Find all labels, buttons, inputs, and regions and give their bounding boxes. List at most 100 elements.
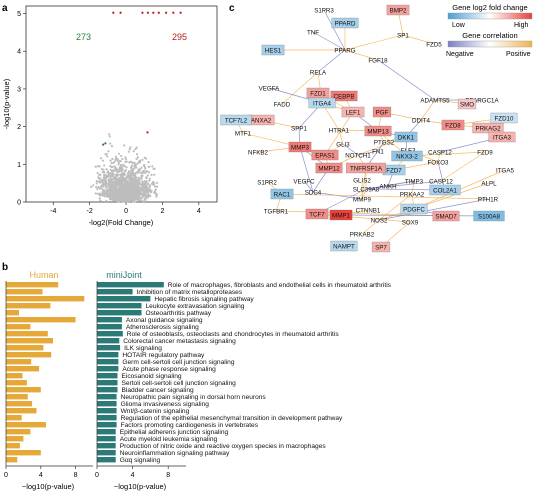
network-node-box bbox=[270, 188, 294, 200]
pathway-x-tick-label: 8 bbox=[74, 472, 78, 479]
volcano-point bbox=[98, 194, 101, 197]
volcano-point bbox=[112, 161, 115, 164]
network-node-label: COL2A1 bbox=[433, 188, 457, 195]
volcano-point bbox=[112, 195, 116, 198]
pathway-label: Bladder cancer signaling bbox=[121, 387, 194, 394]
volcano-point bbox=[98, 192, 101, 195]
volcano-point bbox=[136, 171, 139, 174]
network-node: ANXA2 bbox=[247, 114, 275, 126]
minijoint-bar bbox=[97, 457, 116, 463]
volcano-point bbox=[122, 197, 125, 200]
volcano-point bbox=[114, 159, 117, 162]
network-edge bbox=[365, 180, 415, 190]
volcano-point bbox=[140, 175, 143, 178]
network-node: SMO bbox=[457, 98, 477, 110]
volcano-point bbox=[131, 181, 134, 184]
volcano-point bbox=[137, 181, 140, 184]
volcano-point bbox=[156, 181, 159, 184]
human-bar bbox=[6, 338, 53, 344]
volcano-point bbox=[94, 165, 97, 168]
minijoint-bar bbox=[97, 373, 118, 379]
volcano-point bbox=[150, 173, 153, 176]
minijoint-bar bbox=[97, 303, 142, 309]
volcano-point bbox=[135, 163, 138, 166]
volcano-point bbox=[117, 200, 120, 203]
volcano-point bbox=[99, 185, 103, 188]
human-bar bbox=[6, 345, 44, 351]
volcano-point bbox=[102, 182, 105, 185]
volcano-point bbox=[148, 165, 151, 168]
network-node-label: MMP3 bbox=[291, 145, 309, 152]
pathway-label: Germ cell-sertoli cell junction signalin… bbox=[122, 359, 234, 366]
network-node-label: MTF1 bbox=[235, 131, 252, 138]
human-bar bbox=[6, 310, 19, 316]
network-node-box bbox=[311, 149, 339, 161]
volcano-point bbox=[127, 187, 130, 190]
network-node-label: ITGA5 bbox=[496, 168, 514, 175]
volcano-point bbox=[144, 188, 147, 191]
network-legend: Gene log2 fold change Low High Gene corr… bbox=[446, 3, 533, 58]
network-node-label: CASP12 bbox=[429, 179, 453, 186]
human-bar bbox=[6, 380, 27, 386]
minijoint-bar bbox=[97, 408, 117, 414]
volcano-point bbox=[111, 157, 114, 161]
volcano-point bbox=[98, 197, 101, 200]
network-node-label: SPP1 bbox=[291, 126, 307, 133]
human-bars bbox=[6, 282, 85, 463]
legend-corr-positive: Positive bbox=[506, 51, 531, 58]
network-node: MMP9 bbox=[353, 197, 371, 204]
volcano-point bbox=[133, 191, 136, 194]
network-node-box bbox=[386, 4, 410, 16]
volcano-point bbox=[94, 192, 97, 195]
pathway-label: Acute myeloid leukemia signaling bbox=[120, 436, 218, 443]
volcano-point bbox=[123, 197, 126, 200]
volcano-point bbox=[105, 184, 108, 187]
network-node-label: CASP12 bbox=[428, 150, 452, 157]
network-node: COL2A1 bbox=[429, 184, 461, 196]
volcano-point bbox=[148, 184, 151, 187]
volcano-point bbox=[147, 161, 150, 164]
pathway-label: Regulation of the epithelial mesenchymal… bbox=[121, 415, 343, 422]
volcano-point bbox=[118, 159, 122, 163]
volcano-point bbox=[146, 174, 149, 177]
volcano-point bbox=[115, 168, 118, 171]
legend-fc-title: Gene log2 fold change bbox=[452, 3, 527, 12]
minijoint-bars bbox=[97, 282, 164, 463]
volcano-point bbox=[102, 168, 105, 171]
pathway-label: Eicosanoid signaling bbox=[121, 373, 181, 380]
network-node-label: HES1 bbox=[265, 48, 282, 55]
network-node-label: FZD1 bbox=[310, 91, 326, 98]
network-node: DKK1 bbox=[394, 131, 418, 143]
volcano-point bbox=[105, 192, 108, 196]
minijoint-bar bbox=[97, 310, 142, 316]
volcano-point bbox=[120, 169, 123, 172]
pathway-label: Neuroinflammation signaling pathway bbox=[120, 450, 230, 457]
volcano-x-tick-label: 2 bbox=[160, 208, 164, 215]
network-node: VEGFA bbox=[259, 86, 281, 93]
volcano-point bbox=[141, 171, 144, 174]
network-node-label: MMP12 bbox=[318, 166, 340, 173]
network-node: FZD1 bbox=[306, 87, 330, 99]
network-node-box bbox=[457, 98, 477, 110]
volcano-point bbox=[128, 161, 131, 164]
volcano-point bbox=[111, 188, 114, 191]
network-edge bbox=[281, 193, 489, 200]
network-node-label: FZD8 bbox=[445, 123, 461, 130]
volcano-point bbox=[138, 170, 141, 173]
network-node-label: S100A8 bbox=[478, 214, 501, 221]
pathway-label: Osteoarthritis pathway bbox=[146, 310, 212, 317]
volcano-point bbox=[116, 158, 119, 161]
human-bar bbox=[6, 436, 24, 442]
volcano-point bbox=[153, 190, 156, 193]
network-node-label: RAC1 bbox=[274, 192, 291, 199]
volcano-point bbox=[129, 174, 132, 177]
volcano-point bbox=[151, 165, 154, 168]
network-node-box bbox=[288, 141, 312, 153]
pathway-label: Inhibition of matrix metalloproteases bbox=[137, 289, 243, 296]
human-bar bbox=[6, 303, 51, 309]
network-node: HES1 bbox=[261, 44, 285, 56]
human-bar bbox=[6, 429, 31, 435]
volcano-point bbox=[119, 199, 122, 202]
minijoint-bar bbox=[97, 380, 118, 386]
